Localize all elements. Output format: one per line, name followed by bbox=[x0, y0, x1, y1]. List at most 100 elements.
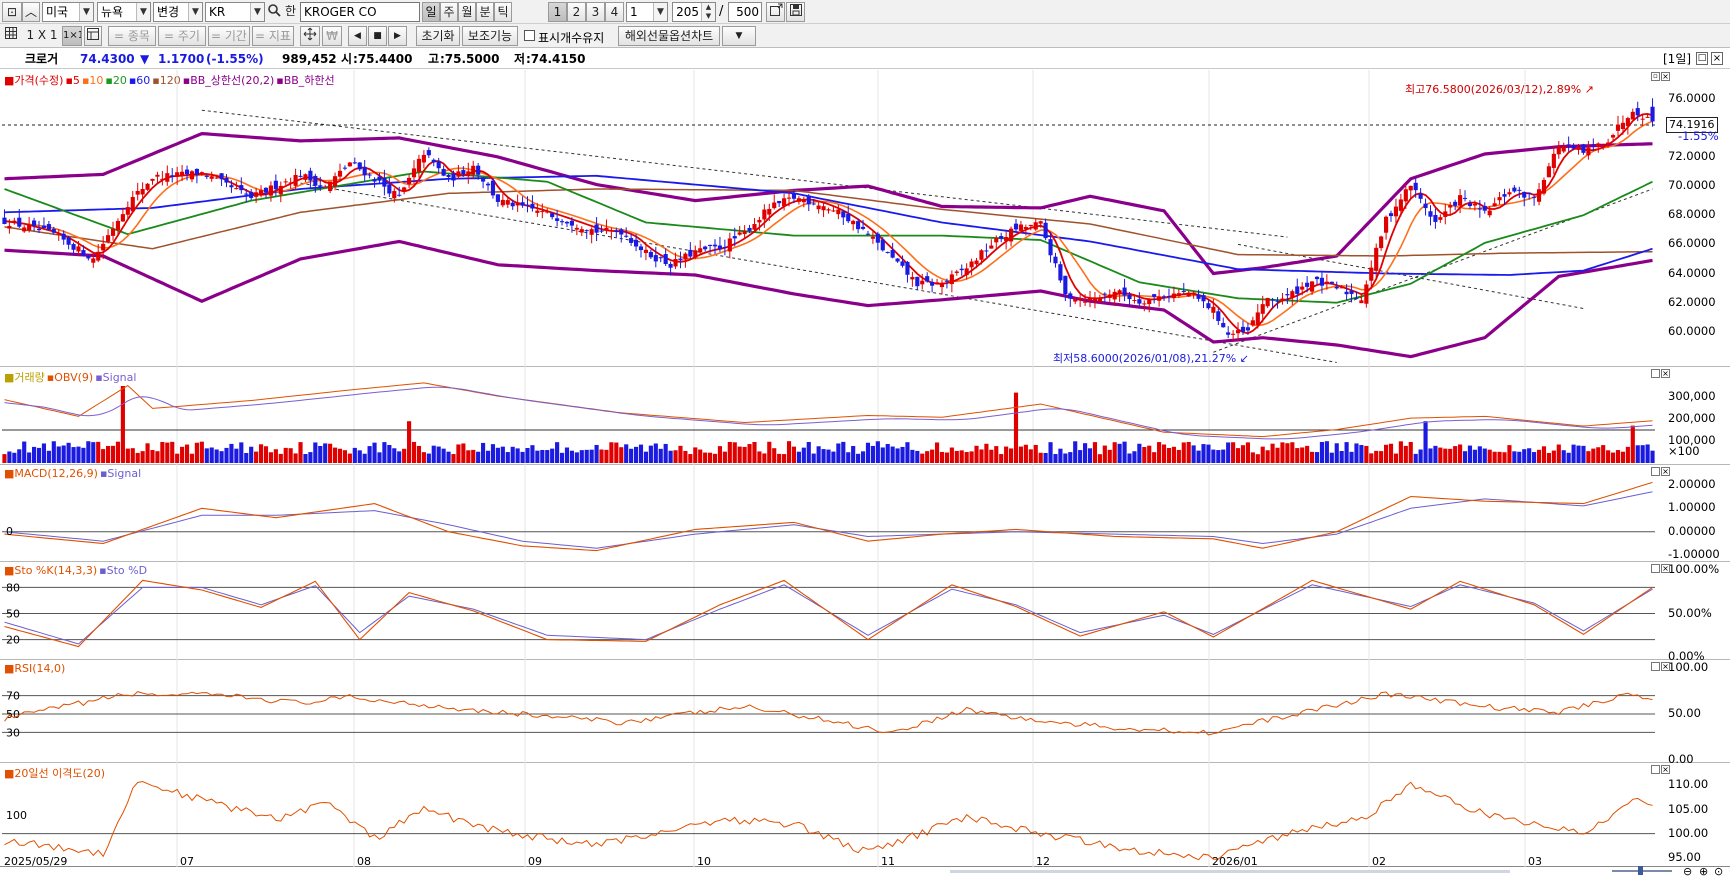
candle bbox=[17, 209, 22, 228]
volume-bar bbox=[525, 448, 530, 463]
layout-1x1-button[interactable]: 1 X 1 bbox=[26, 28, 58, 42]
disparity-chart[interactable] bbox=[0, 763, 1730, 867]
stochastic-pane[interactable]: ■Sto %K(14,3,3) ▪Sto %D 80 50 20 100.00% 50.… bbox=[0, 562, 1730, 663]
volume-bar bbox=[969, 451, 974, 463]
filter-indicator-button[interactable]: = 지표 bbox=[252, 26, 294, 46]
candle-body bbox=[1591, 145, 1596, 147]
overseas-futures-chart-button[interactable]: 해외선물옵션차트 bbox=[618, 26, 720, 46]
zoom-out-icon[interactable]: ⊖ bbox=[1683, 865, 1693, 878]
volume-bar bbox=[421, 452, 426, 463]
save-icon[interactable] bbox=[786, 2, 805, 22]
volume-bar bbox=[332, 447, 338, 463]
scroll-left-icon[interactable]: ◀ bbox=[348, 26, 367, 46]
date-x-axis: 2025/05/29 07 08 09 10 11 12 2026/01 02 03 bbox=[0, 855, 1730, 880]
candle-body bbox=[110, 228, 116, 236]
candle-body bbox=[125, 207, 130, 215]
filter-range-button[interactable]: = 기간 bbox=[208, 26, 250, 46]
symbol-name-field[interactable]: KROGER CO bbox=[300, 2, 420, 22]
change-mode-select[interactable]: 변경 ▼ bbox=[153, 2, 203, 22]
volume-bar bbox=[1596, 447, 1601, 463]
candle bbox=[885, 251, 890, 254]
move-icon[interactable] bbox=[300, 26, 320, 46]
volume-bar bbox=[170, 441, 175, 463]
period-tab-일[interactable]: 일 bbox=[422, 2, 440, 22]
volume-bar bbox=[1166, 448, 1172, 463]
volume-bar bbox=[407, 421, 412, 463]
y-tick-label: 0.00% bbox=[1668, 649, 1705, 663]
zoom-reset-icon[interactable]: ⊙ bbox=[1714, 865, 1724, 878]
currency-icon[interactable]: ₩ bbox=[322, 26, 342, 46]
menu-button[interactable]: ⊡ bbox=[2, 2, 22, 22]
count-spinner[interactable]: 205 ▲ ▼ bbox=[672, 2, 716, 22]
price-chart[interactable]: 최고76.5800(2026/03/12),2.89% ↗ 최저58.6000(2… bbox=[0, 70, 1730, 367]
han-toggle[interactable]: 한 bbox=[284, 4, 297, 18]
candle bbox=[1403, 183, 1408, 209]
volume-bar bbox=[451, 454, 456, 463]
candle bbox=[762, 204, 767, 228]
candle bbox=[1369, 260, 1374, 290]
rsi-chart[interactable]: 70 50 30 bbox=[0, 660, 1730, 763]
aux-function-button[interactable]: 보조기능 bbox=[462, 26, 518, 46]
reset-button[interactable]: 초기화 bbox=[416, 26, 460, 46]
search-icon[interactable] bbox=[266, 2, 282, 22]
stochastic-chart[interactable]: 80 50 20 bbox=[0, 562, 1730, 660]
maximize-icon[interactable]: □ bbox=[1696, 52, 1708, 65]
candle-body bbox=[1630, 111, 1635, 120]
zoom-in-icon[interactable]: ⊕ bbox=[1699, 865, 1709, 878]
volume-pane[interactable]: ■거래량 ▪OBV(9) ▪Signal 300,000 200,000 100,000… bbox=[0, 367, 1730, 465]
interval-button-2[interactable]: 2 bbox=[567, 2, 586, 22]
interval-select[interactable]: 1 ▼ bbox=[626, 2, 668, 22]
chevron-up-icon[interactable]: ︿ bbox=[22, 2, 40, 22]
candle-body bbox=[515, 202, 520, 206]
interval-button-1[interactable]: 1 bbox=[548, 2, 567, 22]
symbol-code-input[interactable]: KR ▼ bbox=[205, 2, 265, 22]
interval-button-4[interactable]: 4 bbox=[605, 2, 624, 22]
candle bbox=[999, 232, 1004, 243]
period-tab-주[interactable]: 주 bbox=[440, 2, 458, 22]
volume-bar bbox=[1517, 451, 1522, 463]
close-icon[interactable]: × bbox=[1711, 52, 1723, 65]
chevron-down-icon[interactable]: ▼ bbox=[722, 26, 756, 46]
grid-layout-icon[interactable] bbox=[2, 26, 20, 46]
candle bbox=[579, 226, 584, 237]
volume-bar bbox=[426, 453, 431, 463]
period-tab-분[interactable]: 분 bbox=[476, 2, 494, 22]
layout-1x1-active-button[interactable]: 1×1 bbox=[62, 26, 82, 46]
volume-bar bbox=[1384, 444, 1389, 463]
macd-chart[interactable] bbox=[0, 465, 1730, 562]
volume-bar bbox=[1650, 450, 1655, 463]
volume-bar bbox=[1423, 421, 1428, 463]
candle bbox=[1216, 308, 1221, 325]
candle-body bbox=[1112, 291, 1117, 300]
stop-icon[interactable]: ■ bbox=[368, 26, 387, 46]
sto-level-label: 50 bbox=[6, 608, 20, 621]
table-icon[interactable] bbox=[84, 26, 102, 46]
x-tick-label: 07 bbox=[180, 855, 194, 868]
candle bbox=[1073, 297, 1078, 305]
horizontal-scrollbar[interactable] bbox=[950, 870, 1510, 873]
scroll-right-icon[interactable]: ▶ bbox=[388, 26, 407, 46]
keep-count-checkbox[interactable] bbox=[524, 30, 535, 41]
volume-bar bbox=[1610, 452, 1616, 463]
filter-symbol-button[interactable]: = 종목 bbox=[108, 26, 156, 46]
period-tab-월[interactable]: 월 bbox=[458, 2, 476, 22]
spinner-arrows-icon[interactable]: ▲ ▼ bbox=[701, 3, 715, 21]
candle bbox=[609, 227, 614, 240]
interval-button-3[interactable]: 3 bbox=[586, 2, 605, 22]
filter-period-button[interactable]: = 주기 bbox=[158, 26, 206, 46]
rsi-pane[interactable]: ■RSI(14,0) 70 50 30 100.00 50.00 0.00 × bbox=[0, 660, 1730, 766]
candle-body bbox=[101, 243, 106, 251]
new-window-icon[interactable] bbox=[766, 2, 785, 22]
count-max-field[interactable]: 500 bbox=[728, 2, 762, 22]
price-pane[interactable]: ■가격(수정) ▪5 ▪10 ▪20 ▪60 ▪120 ▪BB_상한선(20,2) ▪BB_하… bbox=[0, 70, 1730, 367]
period-tab-틱[interactable]: 틱 bbox=[494, 2, 512, 22]
volume-bar bbox=[1063, 453, 1068, 463]
volume-chart[interactable] bbox=[0, 367, 1730, 465]
exchange-select[interactable]: 뉴욕 ▼ bbox=[97, 2, 151, 22]
macd-pane[interactable]: ■MACD(12,26,9) ▪Signal 2.00000 1.00000 0.00… bbox=[0, 465, 1730, 562]
volume-bar bbox=[367, 446, 372, 463]
candle-body bbox=[890, 250, 895, 258]
market-select[interactable]: 미국 ▼ bbox=[42, 2, 94, 22]
zoom-slider[interactable] bbox=[1612, 866, 1680, 875]
disparity-pane[interactable]: ■20일선 이격도(20) 110.00 105.00 100.00 95.00 10… bbox=[0, 763, 1730, 867]
